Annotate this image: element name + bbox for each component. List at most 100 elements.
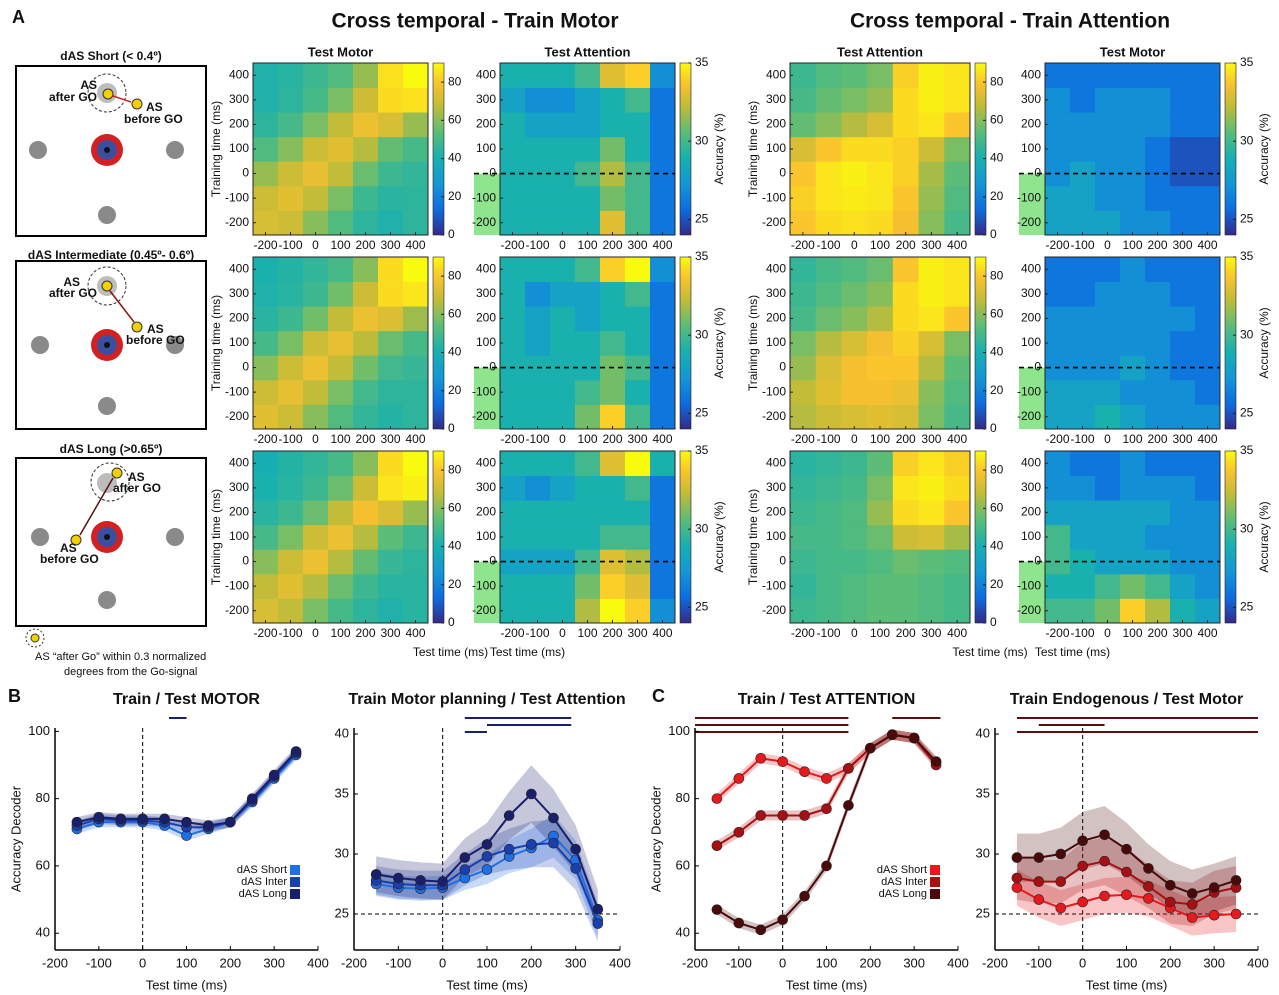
heatmap-cell (378, 404, 404, 430)
heatmap-cell (650, 355, 676, 381)
heatmap-cell (1070, 87, 1096, 113)
data-point (733, 826, 745, 838)
y-tick-label: 400 (766, 67, 786, 81)
footnote: AS “after Go” within 0.3 normalized (35, 651, 206, 663)
y-tick-label: 300 (476, 92, 496, 106)
heatmap-cell (278, 355, 304, 381)
onset-marker (1019, 173, 1045, 235)
heatmap-cell (625, 210, 651, 236)
data-point (799, 766, 810, 778)
colorbar-tick-label: 80 (990, 74, 1004, 88)
colorbar (432, 62, 445, 236)
legend-label: dAS Long (239, 888, 287, 900)
heatmap-cell (790, 549, 817, 575)
y-tick-label: 200 (229, 117, 249, 131)
heatmap-cell (1145, 306, 1171, 332)
data-point (843, 763, 854, 774)
y-tick-label: -100 (1017, 578, 1041, 592)
heatmap-cell (278, 404, 304, 430)
x-tick-label: 200 (859, 955, 881, 970)
heatmap-cell (1070, 63, 1096, 88)
heatmap-cell (1045, 598, 1071, 624)
y-tick-label: 400 (766, 455, 786, 469)
heatmap-cell (403, 63, 429, 88)
heatmap-cell (650, 330, 676, 356)
y-tick-label: 400 (476, 261, 496, 275)
colorbar (432, 450, 445, 624)
heatmap-cell (625, 524, 651, 550)
data-point (481, 864, 493, 875)
heatmap-cell (1145, 281, 1171, 307)
colorbar-tick-label: 30 (1240, 327, 1254, 341)
heatmap-cell (867, 500, 894, 526)
y-tick-label: 100 (1021, 141, 1041, 155)
y-tick-label: -200 (225, 603, 249, 617)
heatmap-cell (403, 257, 429, 282)
heatmap-cell (1120, 355, 1146, 381)
data-point (1230, 908, 1242, 920)
heatmap-cell (650, 306, 676, 332)
heatmap-cell (650, 451, 676, 476)
heatmap-cell (650, 524, 676, 550)
heatmap-cell (918, 330, 945, 356)
colorbar-tick-label: 40 (448, 151, 462, 165)
heatmap-cell (303, 379, 329, 405)
y-tick-label: 0 (1034, 166, 1041, 180)
panel-label: A (12, 7, 25, 27)
heatmap-cell (525, 451, 551, 476)
x-tick-label: 400 (1197, 432, 1217, 446)
y-tick-label: -200 (762, 215, 786, 229)
colorbar-tick-label: 80 (990, 268, 1004, 282)
heatmap-cell (944, 185, 971, 211)
heatmap-cell (1095, 404, 1121, 430)
heatmap-cell (1095, 257, 1121, 282)
heatmap-cell (815, 112, 842, 138)
heatmap-cell (253, 355, 279, 381)
heatmap-cell (1045, 573, 1071, 599)
heatmap-cell (1195, 185, 1221, 211)
heatmap-cell (625, 87, 651, 113)
heatmap-cell (1170, 573, 1196, 599)
x-tick-label: 200 (896, 238, 916, 252)
x-tick-label: -100 (278, 432, 302, 446)
heatmap-cell (403, 379, 429, 405)
y-tick-label: -200 (472, 603, 496, 617)
heatmap-cell (867, 475, 894, 501)
heatmap-cell (944, 161, 971, 187)
x-tick-label: -100 (278, 626, 302, 640)
x-tick-label: 100 (577, 432, 597, 446)
x-tick-label: -100 (1026, 955, 1052, 970)
heatmap-cell (1120, 161, 1146, 187)
x-tick-label: -200 (500, 432, 524, 446)
colorbar-tick-label: 25 (695, 406, 709, 420)
heatmap-cell (253, 379, 279, 405)
heatmap-cell (1195, 573, 1221, 599)
heatmap-cell (790, 500, 817, 526)
heatmap-cell (1195, 355, 1221, 381)
heatmap-cell (1195, 500, 1221, 526)
heatmap-cell (525, 379, 551, 405)
data-point (1033, 894, 1045, 905)
heatmap-cell (278, 281, 304, 307)
heatmap-cell (1145, 500, 1171, 526)
onset-marker (474, 173, 500, 235)
y-tick-label: 400 (476, 455, 496, 469)
heatmap-cell (278, 210, 304, 236)
heatmap-cell (378, 257, 404, 282)
heatmap-cell (892, 210, 919, 236)
heatmap-cell (1070, 573, 1096, 599)
y-tick-label: -200 (472, 215, 496, 229)
heatmap-cell (550, 524, 576, 550)
colorbar-tick-label: 20 (448, 189, 462, 203)
heatmap-cell (944, 257, 971, 282)
x-tick-label: 400 (947, 955, 969, 970)
heatmap-cell (944, 136, 971, 162)
heatmap-cell (278, 63, 304, 88)
heatmap-cell (867, 379, 894, 405)
x-tick-label: 200 (1147, 238, 1167, 252)
x-tick-label: -100 (1070, 238, 1094, 252)
x-tick-label: 200 (219, 955, 241, 970)
heatmap-cell (328, 281, 354, 307)
heatmap-cell (500, 257, 526, 282)
heatmap-cell (500, 185, 526, 211)
